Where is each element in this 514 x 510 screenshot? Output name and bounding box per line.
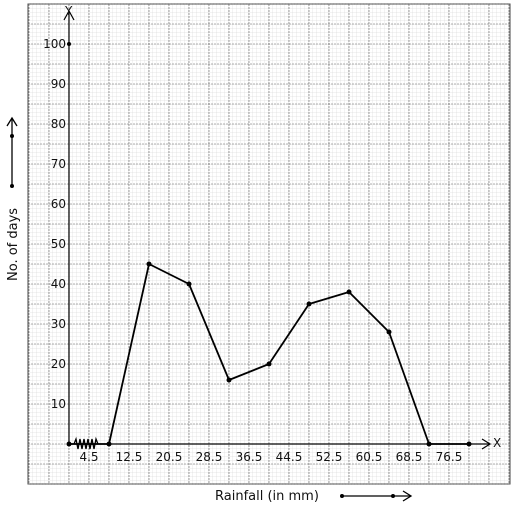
x-tick-label: 12.5 (116, 450, 143, 464)
x-tick-label: 20.5 (156, 450, 183, 464)
x-tick-label: 60.5 (356, 450, 383, 464)
y-axis-title: No. of days (6, 208, 21, 281)
y-axis-arrow (6, 116, 18, 188)
data-point (266, 361, 272, 367)
x-tick-labels: 4.5 12.5 20.5 28.5 36.5 44.5 52.5 60.5 68.5 76.5 (79, 450, 462, 464)
y-tick-label: 20 (51, 357, 66, 371)
x-axis-title: Rainfall (in mm) (215, 489, 319, 504)
x-tick-label: 4.5 (79, 450, 98, 464)
x-axis-arrowhead (481, 438, 492, 450)
y-tick-label: 40 (51, 277, 66, 291)
data-point (386, 329, 392, 335)
x-tick-label: 36.5 (236, 450, 263, 464)
data-point (66, 441, 72, 447)
data-point (346, 289, 352, 295)
x-tick-label: 44.5 (276, 450, 303, 464)
data-point (226, 377, 232, 383)
y-tick-label: 100 (43, 37, 66, 51)
y-tick-label: 70 (51, 157, 66, 171)
data-point (466, 441, 472, 447)
data-point (426, 441, 432, 447)
major-grid (28, 3, 510, 485)
data-point (146, 261, 152, 267)
x-axis-arrow (340, 490, 413, 502)
x-tick-label: 52.5 (316, 450, 343, 464)
y-axis-arrowhead (63, 9, 75, 21)
x-axis-letter: X (493, 436, 501, 450)
axes (63, 9, 492, 450)
y-tick-label: 60 (51, 197, 66, 211)
y-axis-top-point (67, 42, 71, 46)
y-tick-label: 50 (51, 237, 66, 251)
y-tick-labels: 10 20 30 40 50 60 70 80 90 100 (43, 37, 71, 411)
data-point (186, 281, 192, 287)
y-tick-label: 80 (51, 117, 66, 131)
y-tick-label: 90 (51, 77, 66, 91)
x-axis-break (73, 436, 99, 450)
x-tick-label: 68.5 (396, 450, 423, 464)
data-point (306, 301, 312, 307)
y-axis-letter: Y (64, 4, 73, 18)
series-layer (66, 261, 472, 447)
y-tick-label: 10 (51, 397, 66, 411)
x-tick-label: 76.5 (436, 450, 463, 464)
y-tick-label: 30 (51, 317, 66, 331)
x-tick-label: 28.5 (196, 450, 223, 464)
data-point (106, 441, 112, 447)
